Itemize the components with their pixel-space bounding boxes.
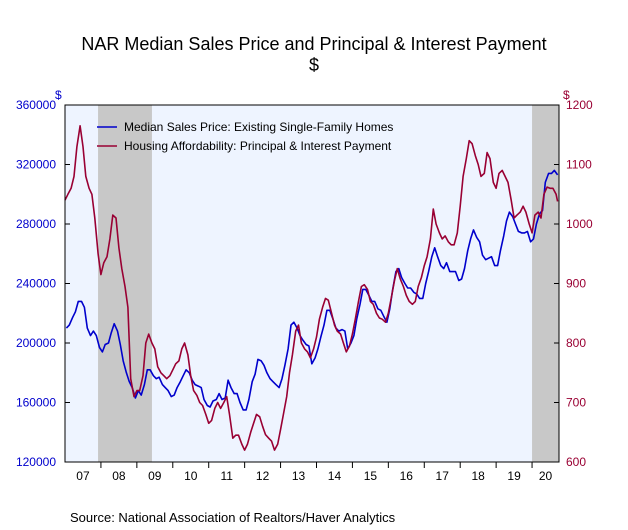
right-tick-label: 600 [566,455,586,469]
x-tick-label: 12 [256,469,270,483]
right-tick-label: 900 [566,277,586,291]
x-tick-label: 16 [400,469,414,483]
left-tick-label: 200000 [16,336,56,350]
x-tick-label: 09 [148,469,162,483]
left-tick-label: 320000 [16,158,56,172]
series-line-payment [64,125,559,451]
x-tick-label: 11 [220,469,233,483]
right-tick-label: 800 [566,336,586,350]
right-tick-label: 1200 [566,98,593,112]
legend: Median Sales Price: Existing Single-Fami… [97,120,393,153]
x-tick-label: 18 [471,469,485,483]
x-tick-label: 17 [436,469,450,483]
right-tick-label: 700 [566,396,586,410]
legend-label-payment: Housing Affordability: Principal & Inter… [124,139,392,153]
x-tick-label: 10 [184,469,198,483]
chart-subtitle: $ [309,55,319,75]
x-tick-label: 20 [539,469,553,483]
left-axis-label: $ [55,88,62,102]
left-tick-label: 240000 [16,277,56,291]
x-tick-label: 08 [112,469,126,483]
x-tick-label: 13 [292,469,306,483]
left-tick-label: 160000 [16,396,56,410]
chart-title: NAR Median Sales Price and Principal & I… [81,34,546,54]
left-tick-label: 280000 [16,217,56,231]
series-line-median-price [65,169,559,411]
x-tick-label: 07 [76,469,90,483]
x-tick-label: 14 [328,469,342,483]
x-tick-label: 19 [507,469,521,483]
right-tick-label: 1100 [566,158,592,172]
left-tick-label: 360000 [16,98,56,112]
axes: 120000 160000 200000 240000 280000 320000 3600… [16,98,593,483]
legend-label-price: Median Sales Price: Existing Single-Fami… [124,120,393,134]
right-axis-label: $ [563,88,570,102]
left-tick-label: 120000 [16,455,56,469]
x-tick-label: 15 [364,469,378,483]
source-note: Source: National Association of Realtors… [70,510,396,525]
right-tick-label: 1000 [566,217,593,231]
series-lines [64,125,559,451]
